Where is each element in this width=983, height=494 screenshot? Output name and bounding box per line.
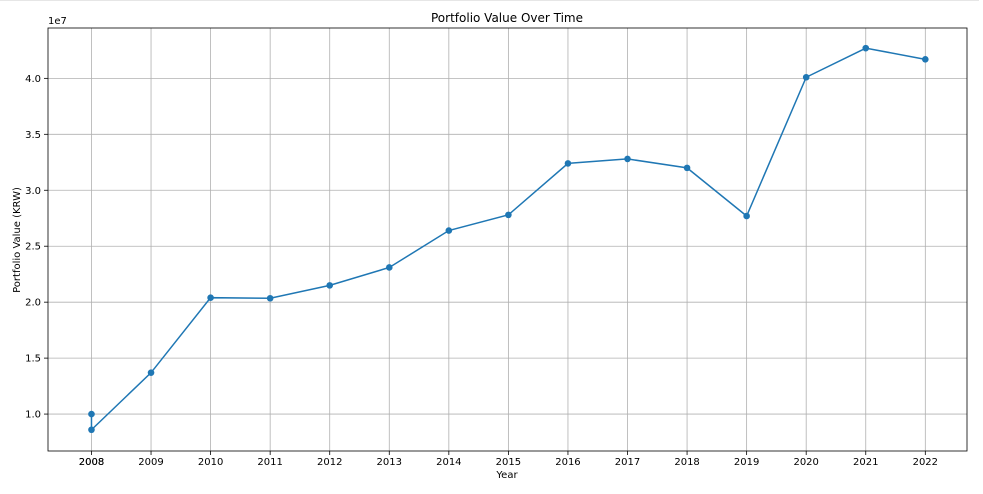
x-tick-label: 2018 — [674, 457, 699, 468]
data-point — [743, 212, 750, 220]
data-points — [88, 44, 929, 434]
x-axis-label: Year — [495, 470, 518, 481]
data-point — [505, 211, 512, 219]
data-point — [326, 282, 334, 289]
y-tick-label: 2.0 — [25, 298, 41, 309]
x-tick-label: 2013 — [377, 457, 402, 468]
y-tick-label: 2.5 — [25, 242, 41, 253]
y-tick-label: 1.0 — [25, 410, 41, 421]
data-point — [922, 56, 929, 63]
x-tick-label: 2012 — [317, 457, 342, 468]
series-line-layer — [90, 47, 926, 432]
y-tick-label: 4.0 — [25, 74, 41, 85]
y-offset-label: 1e7 — [48, 16, 67, 27]
x-tick-label: 2022 — [913, 457, 938, 468]
data-point — [802, 73, 810, 81]
x-tick-label: 2021 — [853, 457, 878, 468]
chart-title: Portfolio Value Over Time — [431, 11, 583, 25]
x-tick-label: 2015 — [496, 457, 521, 468]
x-tick-label: 2010 — [198, 457, 223, 468]
data-point — [266, 294, 274, 302]
data-point — [88, 426, 95, 434]
x-tick-label: 2008 — [79, 457, 104, 468]
data-point — [445, 227, 453, 234]
x-tick-label: 2017 — [615, 457, 640, 468]
series-line — [90, 47, 926, 432]
data-point — [147, 369, 155, 376]
y-tick-label: 3.5 — [25, 130, 41, 141]
grid-lines — [48, 28, 967, 451]
data-point — [683, 164, 691, 172]
data-point — [88, 410, 95, 418]
y-axis-label: Portfolio Value (KRW) — [12, 187, 23, 293]
y-tick-label: 3.0 — [25, 186, 41, 197]
y-axis-ticks: 1.0 1.5 2.0 2.5 3.0 3.5 4.0 — [25, 74, 48, 421]
x-tick-label: 2016 — [555, 457, 580, 468]
top-border-line — [0, 0, 979, 1]
data-point — [564, 160, 572, 167]
x-tick-label: 2014 — [436, 457, 461, 468]
plot-frame — [47, 27, 968, 452]
y-tick-label: 1.5 — [25, 354, 41, 365]
x-tick-label: 2009 — [138, 457, 163, 468]
data-point — [207, 294, 214, 301]
data-point — [862, 44, 870, 52]
x-tick-label: 2008 — [79, 457, 104, 468]
x-tick-label: 2020 — [793, 457, 818, 468]
data-point — [385, 264, 393, 271]
x-tick-label: 2011 — [257, 457, 282, 468]
x-tick-label: 2019 — [734, 457, 759, 468]
data-point — [624, 155, 631, 163]
